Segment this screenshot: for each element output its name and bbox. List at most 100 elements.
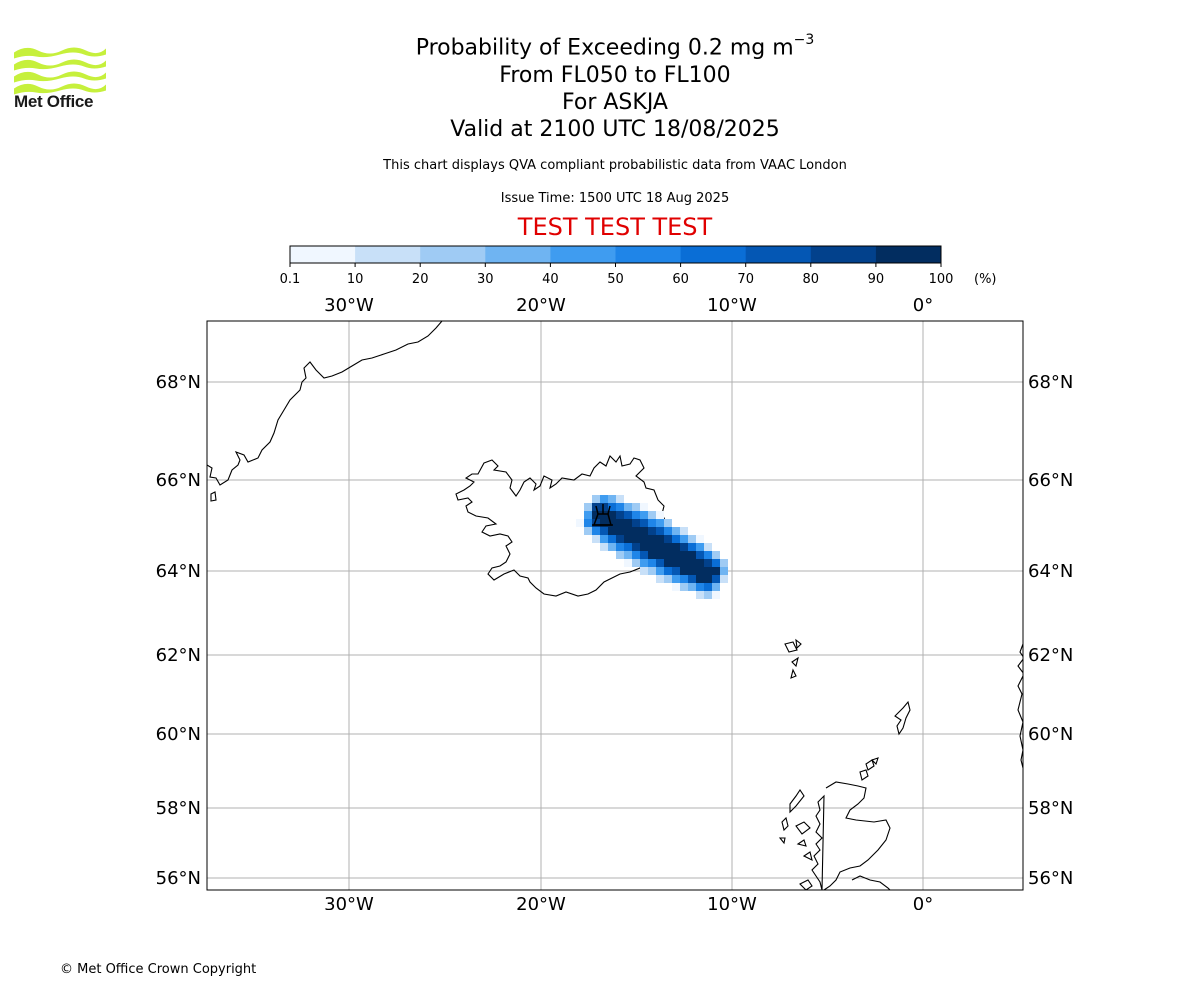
plume-cell [624,535,632,543]
plume-cell [680,559,688,567]
plume-cell [704,543,712,551]
plume-cell [616,535,624,543]
latitude-label: 64°N [1028,561,1073,582]
plume-cell [608,535,616,543]
plume-cell [672,559,680,567]
plume-cell [656,551,664,559]
plume-cell [624,543,632,551]
logo-text: Met Office [14,92,94,111]
plume-cell [632,519,640,527]
plume-cell [720,575,728,583]
plume-cell [664,543,672,551]
coastline-norway [1017,643,1023,769]
plume-cell [632,511,640,519]
colorbar-cell [420,246,486,263]
plume-cell [664,575,672,583]
plume-cell [632,535,640,543]
plume-cell [656,543,664,551]
plume-cell [640,535,648,543]
plume-cell [632,527,640,535]
latitude-label: 58°N [156,798,201,819]
latitude-label: 62°N [156,645,201,666]
latitude-label: 60°N [1028,724,1073,745]
plume-cell [632,503,640,511]
plume-cell [688,559,696,567]
plume-cell [672,543,680,551]
latitude-label: 66°N [156,470,201,491]
data-source-note: This chart displays QVA compliant probab… [383,158,847,173]
coastline-greenland-islet [210,491,217,502]
plume-cell [696,543,704,551]
longitude-label: 20°W [516,295,566,316]
plume-cell [664,551,672,559]
plume-cell [696,535,704,543]
plume-cell [640,559,648,567]
latitude-label: 62°N [1028,645,1073,666]
plume-cell [616,495,624,503]
plume-cell [688,575,696,583]
plume-cell [704,559,712,567]
plume-cell [696,575,704,583]
plume-cell [696,591,704,599]
plume-cell [640,567,648,575]
plume-cell [672,567,680,575]
colorbar-cell [810,246,877,263]
plume-cell [608,527,616,535]
colorbar-tick-label: 60 [672,272,689,287]
plume-cell [608,543,616,551]
plume-cell [584,503,592,511]
plume-cell [624,559,632,567]
plume-cell [616,511,624,519]
plume-cell [624,511,632,519]
latitude-label: 60°N [156,724,201,745]
colorbar: 0.1 10 20 30 40 50 60 70 80 90 100 (%) [280,245,997,287]
plume-cell [640,519,648,527]
plume-cell [680,535,688,543]
plume-cell [616,503,624,511]
colorbar-cell [875,246,942,263]
plume-cell [712,583,720,591]
plume-cell [608,511,616,519]
issue-time: Issue Time: 1500 UTC 18 Aug 2025 [500,191,730,206]
plume-cell [592,511,600,519]
colorbar-cell [355,246,421,263]
plume-cell [592,519,600,527]
longitude-label: 30°W [324,894,374,910]
colorbar-tick-label: 70 [737,272,754,287]
plume-cell [704,591,712,599]
colorbar-tick-label: 30 [477,272,494,287]
coastline-shetland [894,700,911,736]
latitude-label: 56°N [1028,868,1073,889]
plume-cell [672,575,680,583]
plume-cell [624,503,632,511]
coastline-scotland [811,781,891,890]
plume-cell [608,495,616,503]
plume-cell [592,527,600,535]
plume-cell [648,519,656,527]
plume-cell [640,543,648,551]
longitude-label: 0° [913,295,933,316]
plume-cell [704,575,712,583]
met-office-logo [14,47,106,95]
plume-cell [656,575,664,583]
plume-cell [576,519,584,527]
colorbar-tick-label: 80 [803,272,820,287]
plume-cell [616,543,624,551]
latitude-label: 68°N [1028,372,1073,393]
colorbar-cell [485,246,551,263]
ash-probability-plume [576,495,728,599]
colorbar-tick-label: 20 [412,272,429,287]
plume-cell [592,535,600,543]
coastline-greenland [207,321,443,486]
chart-title: Probability of Exceeding 0.2 mg m−3 [415,32,815,61]
colorbar-tick-label: 50 [607,272,624,287]
plume-cell [632,543,640,551]
colorbar-tick-label: 90 [868,272,885,287]
plume-cell [624,519,632,527]
latitude-label: 56°N [156,868,201,889]
plume-cell [600,495,608,503]
plume-cell [648,535,656,543]
copyright: © Met Office Crown Copyright [60,962,257,977]
latitude-label: 58°N [1028,798,1073,819]
plume-cell [680,527,688,535]
